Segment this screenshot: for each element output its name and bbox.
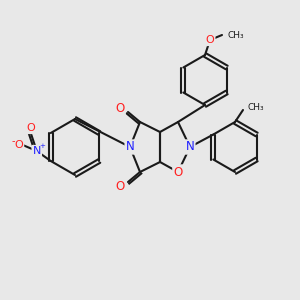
Text: -: - [12, 136, 16, 146]
Text: +: + [39, 143, 45, 149]
Text: O: O [116, 101, 124, 115]
Text: O: O [116, 179, 124, 193]
Text: O: O [14, 140, 23, 150]
Text: CH₃: CH₃ [227, 31, 244, 40]
Text: O: O [206, 35, 214, 45]
Text: CH₃: CH₃ [247, 103, 264, 112]
Text: O: O [173, 166, 183, 178]
Text: O: O [26, 123, 35, 133]
Text: N: N [33, 146, 41, 156]
Text: N: N [186, 140, 194, 154]
Text: N: N [126, 140, 134, 154]
